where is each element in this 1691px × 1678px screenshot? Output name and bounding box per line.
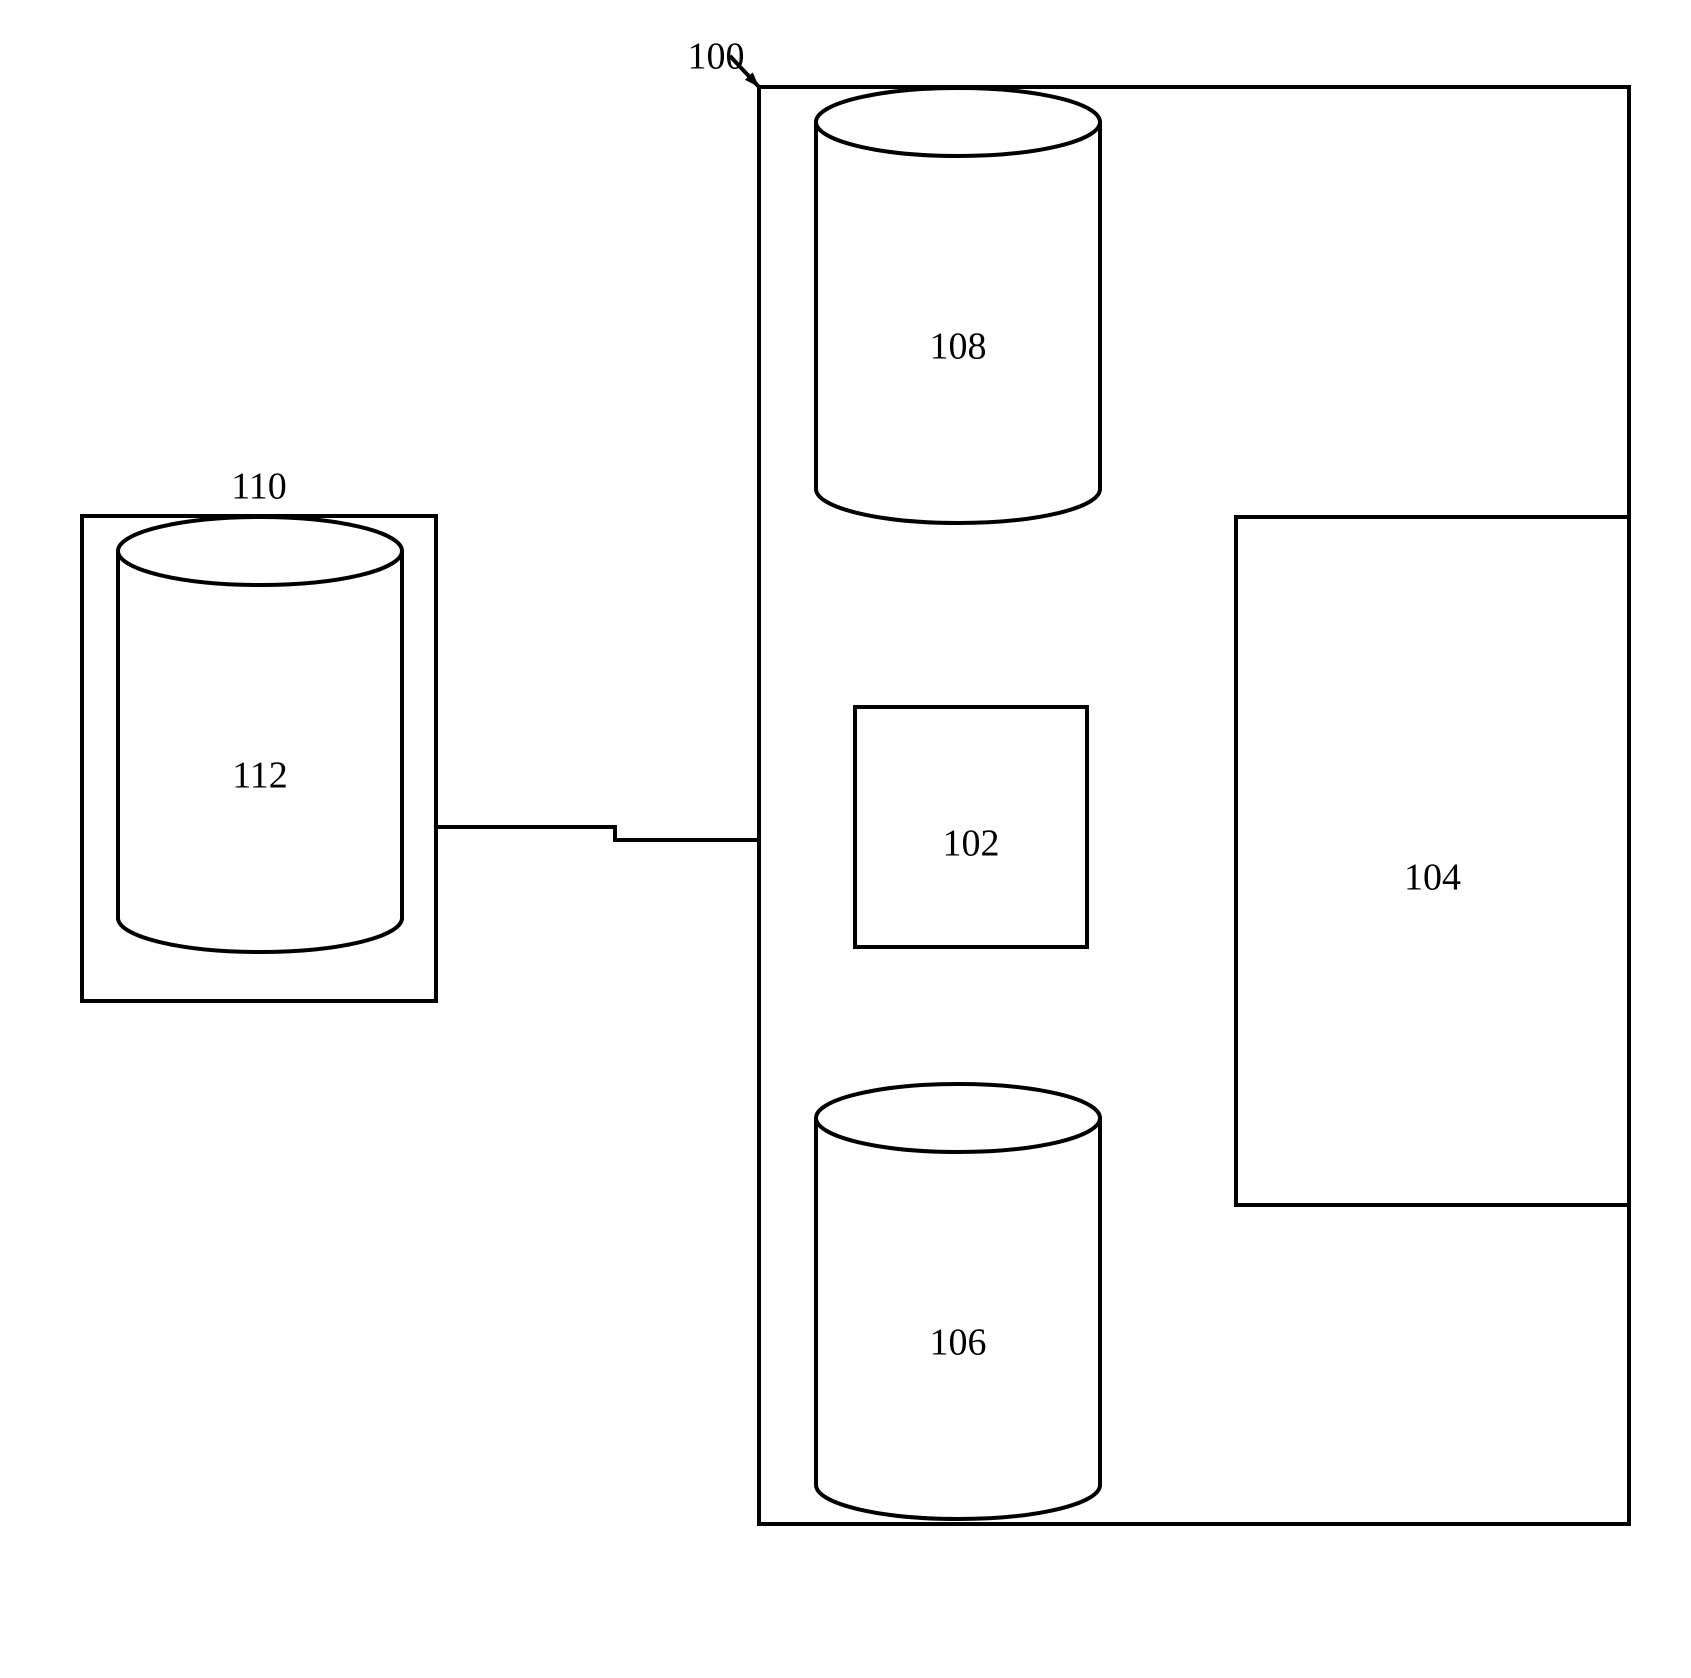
cylinder-label-cyl_108: 108 — [930, 325, 987, 367]
cylinder-body-cyl_106 — [816, 1118, 1100, 1519]
cylinder-top-cyl_108 — [816, 88, 1100, 156]
free-label-label_100: 100 — [688, 36, 745, 78]
cylinder-body-cyl_112 — [118, 551, 402, 952]
cylinder-top-cyl_106 — [816, 1084, 1100, 1152]
box-label-box_102: 102 — [943, 823, 1000, 865]
box-label-box_104: 104 — [1404, 857, 1461, 899]
cylinder-label-cyl_112: 112 — [232, 754, 288, 796]
cylinder-top-cyl_112 — [118, 517, 402, 585]
cylinder-body-cyl_108 — [816, 122, 1100, 523]
cylinder-label-cyl_106: 106 — [930, 1321, 987, 1363]
free-label-label_110: 110 — [231, 466, 287, 508]
